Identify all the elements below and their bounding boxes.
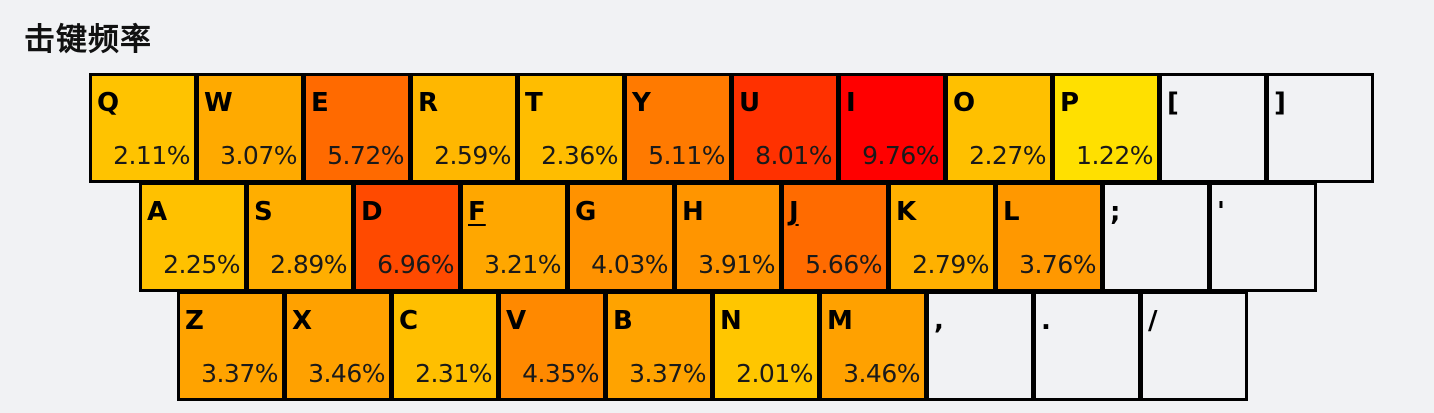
key-label: , xyxy=(934,306,944,336)
key: ; xyxy=(1102,182,1210,292)
key-label: F xyxy=(468,197,486,227)
key-label: W xyxy=(204,88,233,118)
key-label: M xyxy=(827,306,853,336)
key: K 2.79% xyxy=(888,182,996,292)
key-label: R xyxy=(418,88,439,118)
key: X 3.46% xyxy=(284,291,392,401)
key-label: D xyxy=(361,197,383,227)
key: J 5.66% xyxy=(781,182,889,292)
key-label: J xyxy=(789,197,799,227)
key: U 8.01% xyxy=(731,73,839,183)
key-label: T xyxy=(525,88,543,118)
key: W 3.07% xyxy=(196,73,304,183)
key: B 3.37% xyxy=(605,291,713,401)
key-frequency: 5.72% xyxy=(327,141,404,170)
key-label: Y xyxy=(632,88,651,118)
key: L 3.76% xyxy=(995,182,1103,292)
key: Q 2.11% xyxy=(89,73,197,183)
key: [ xyxy=(1159,73,1267,183)
key: A 2.25% xyxy=(139,182,247,292)
key-label: ] xyxy=(1274,88,1286,118)
key-label: V xyxy=(506,306,527,336)
key-frequency: 3.91% xyxy=(698,250,775,279)
key: ] xyxy=(1266,73,1374,183)
key-frequency: 3.37% xyxy=(629,359,706,388)
keyboard-row-bottom: Z 3.37% X 3.46% C 2.31% V 4.35% B 3.37% N 2.01% M 3.4… xyxy=(177,291,1248,401)
key: S 2.89% xyxy=(246,182,354,292)
key: F 3.21% xyxy=(460,182,568,292)
key-label: Q xyxy=(97,88,120,118)
key: I 9.76% xyxy=(838,73,946,183)
key-frequency: 8.01% xyxy=(755,141,832,170)
keyboard-row-top: Q 2.11% W 3.07% E 5.72% R 2.59% T 2.36% Y 5.11% U 8.0… xyxy=(89,73,1374,183)
key-frequency: 3.07% xyxy=(220,141,297,170)
key-frequency: 3.46% xyxy=(308,359,385,388)
key-frequency: 6.96% xyxy=(377,250,454,279)
key-frequency: 4.35% xyxy=(522,359,599,388)
key: O 2.27% xyxy=(945,73,1053,183)
page-title: 击键频率 xyxy=(24,22,152,58)
key-label: E xyxy=(311,88,329,118)
key-frequency: 3.21% xyxy=(484,250,561,279)
key-frequency: 2.59% xyxy=(434,141,511,170)
key-frequency: 2.27% xyxy=(969,141,1046,170)
key-frequency: 9.76% xyxy=(862,141,939,170)
key: T 2.36% xyxy=(517,73,625,183)
key: / xyxy=(1140,291,1248,401)
key-label: C xyxy=(399,306,419,336)
key-label: / xyxy=(1148,306,1158,336)
key: M 3.46% xyxy=(819,291,927,401)
key-label: . xyxy=(1041,306,1051,336)
key: D 6.96% xyxy=(353,182,461,292)
key: ' xyxy=(1209,182,1317,292)
key-label: U xyxy=(739,88,761,118)
key: . xyxy=(1033,291,1141,401)
key-frequency: 2.11% xyxy=(113,141,190,170)
key-label: L xyxy=(1003,197,1020,227)
key: Y 5.11% xyxy=(624,73,732,183)
key: P 1.22% xyxy=(1052,73,1160,183)
key-label: K xyxy=(896,197,917,227)
key-frequency: 3.37% xyxy=(201,359,278,388)
key-frequency: 3.46% xyxy=(843,359,920,388)
key: G 4.03% xyxy=(567,182,675,292)
key-frequency: 2.36% xyxy=(541,141,618,170)
key-label: H xyxy=(682,197,704,227)
key-frequency: 4.03% xyxy=(591,250,668,279)
key: N 2.01% xyxy=(712,291,820,401)
key-frequency: 5.66% xyxy=(805,250,882,279)
key-frequency: 1.22% xyxy=(1076,141,1153,170)
key-frequency: 3.76% xyxy=(1019,250,1096,279)
key: C 2.31% xyxy=(391,291,499,401)
key-label: X xyxy=(292,306,313,336)
key-label: B xyxy=(613,306,633,336)
key-label: ' xyxy=(1217,197,1225,227)
key-label: O xyxy=(953,88,976,118)
keyboard-row-home: A 2.25% S 2.89% D 6.96% F 3.21% G 4.03% H 3.91% J 5.6… xyxy=(139,182,1317,292)
key-label: S xyxy=(254,197,273,227)
key-label: G xyxy=(575,197,597,227)
key-label: I xyxy=(846,88,856,118)
key: Z 3.37% xyxy=(177,291,285,401)
key: E 5.72% xyxy=(303,73,411,183)
key-frequency: 2.25% xyxy=(163,250,240,279)
key: H 3.91% xyxy=(674,182,782,292)
key-frequency: 5.11% xyxy=(648,141,725,170)
key: R 2.59% xyxy=(410,73,518,183)
key-label: [ xyxy=(1167,88,1179,118)
key-frequency: 2.79% xyxy=(912,250,989,279)
key: , xyxy=(926,291,1034,401)
key-frequency: 2.31% xyxy=(415,359,492,388)
key-label: ; xyxy=(1110,197,1121,227)
key-label: Z xyxy=(185,306,204,336)
key-frequency: 2.89% xyxy=(270,250,347,279)
key-label: P xyxy=(1060,88,1080,118)
key-label: N xyxy=(720,306,742,336)
key-frequency: 2.01% xyxy=(736,359,813,388)
key: V 4.35% xyxy=(498,291,606,401)
key-label: A xyxy=(147,197,168,227)
